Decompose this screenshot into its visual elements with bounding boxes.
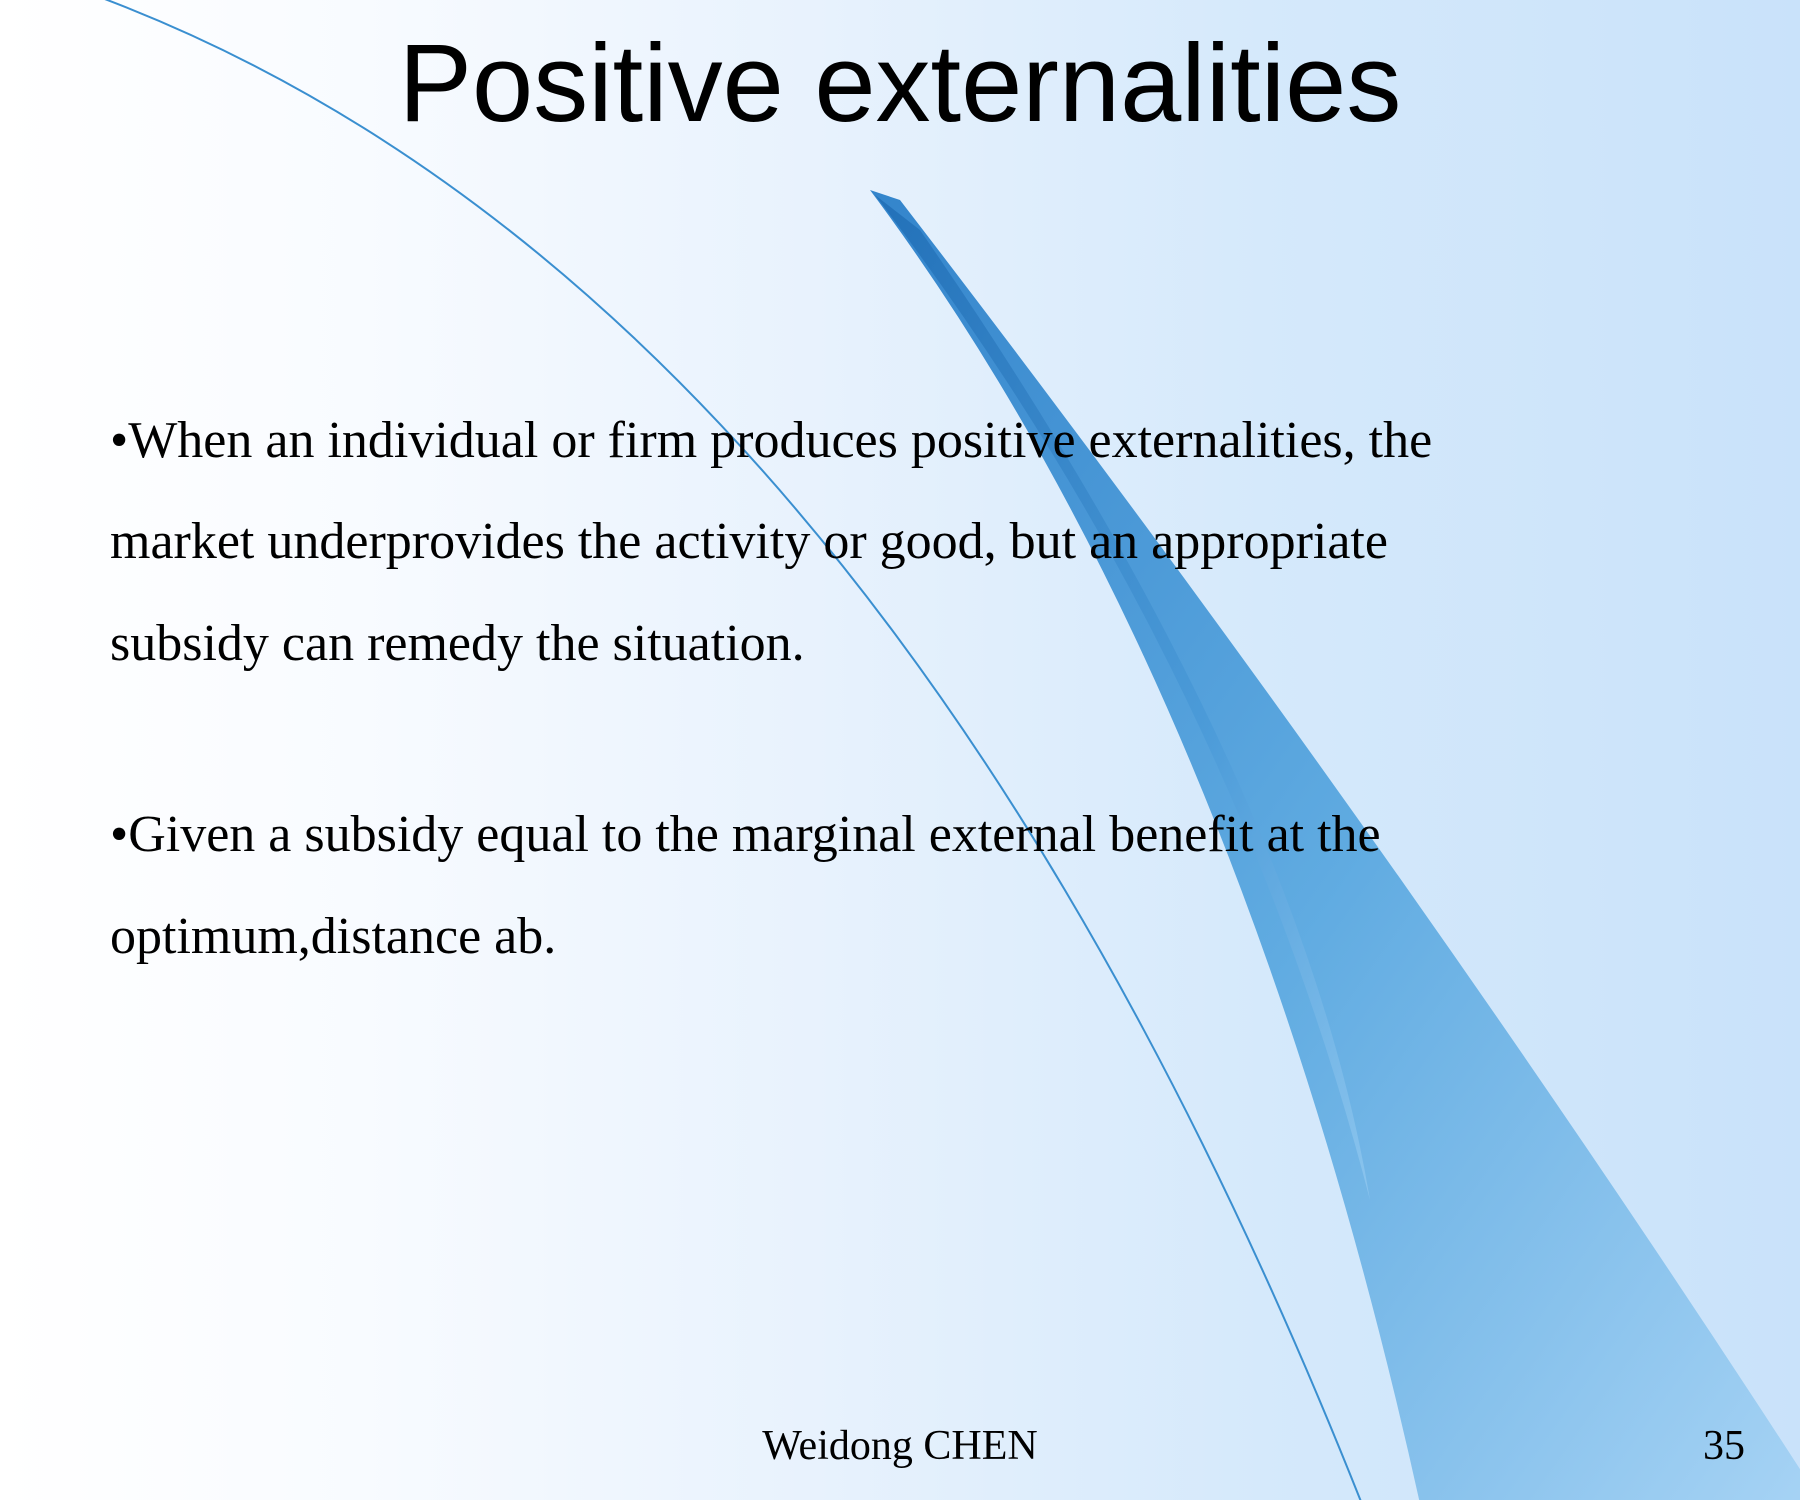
slide: Positive externalities •When an individu… — [0, 0, 1800, 1500]
footer-author: Weidong CHEN — [0, 1422, 1800, 1470]
bullet-2: •Given a subsidy equal to the marginal e… — [110, 784, 1510, 987]
slide-body: •When an individual or firm produces pos… — [110, 390, 1510, 1077]
bullet-1: •When an individual or firm produces pos… — [110, 390, 1510, 694]
slide-title: Positive externalities — [0, 20, 1800, 147]
footer-page-number: 35 — [1703, 1422, 1745, 1470]
